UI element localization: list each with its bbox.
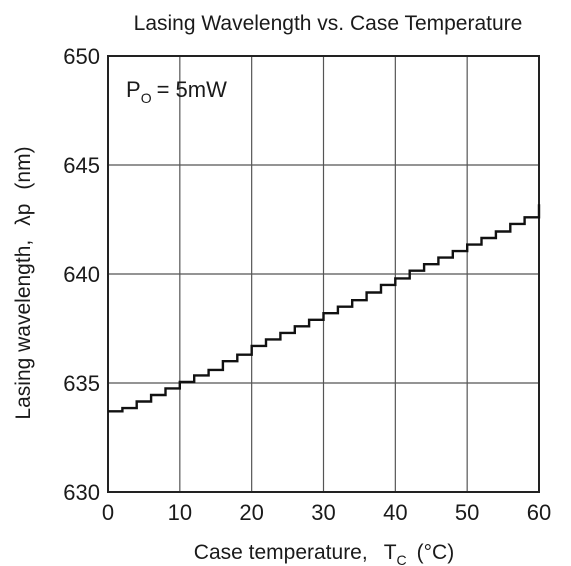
y-tick-label: 640: [63, 262, 100, 287]
y-tick-label: 630: [63, 480, 100, 505]
x-tick-label: 40: [383, 500, 407, 525]
y-tick-labels: 630 635 640 645 650: [63, 44, 100, 505]
x-tick-labels: 0 10 20 30 40 50 60: [102, 500, 551, 525]
x-tick-label: 50: [455, 500, 479, 525]
y-tick-label: 635: [63, 371, 100, 396]
grid: [108, 56, 539, 492]
power-annotation: PO = 5mW: [126, 77, 227, 106]
x-axis-label: Case temperature, TC (°C): [194, 541, 454, 566]
y-tick-label: 650: [63, 44, 100, 69]
y-axis-label: Lasing wavelength,λp(nm): [12, 146, 35, 419]
x-tick-label: 60: [527, 500, 551, 525]
x-tick-label: 20: [239, 500, 263, 525]
y-tick-label: 645: [63, 153, 100, 178]
plot-frame: [107, 55, 540, 493]
x-tick-label: 0: [102, 500, 114, 525]
chart-title: Lasing Wavelength vs. Case Temperature: [134, 12, 523, 35]
series-line: [108, 204, 541, 413]
x-tick-label: 10: [168, 500, 192, 525]
x-tick-label: 30: [311, 500, 335, 525]
